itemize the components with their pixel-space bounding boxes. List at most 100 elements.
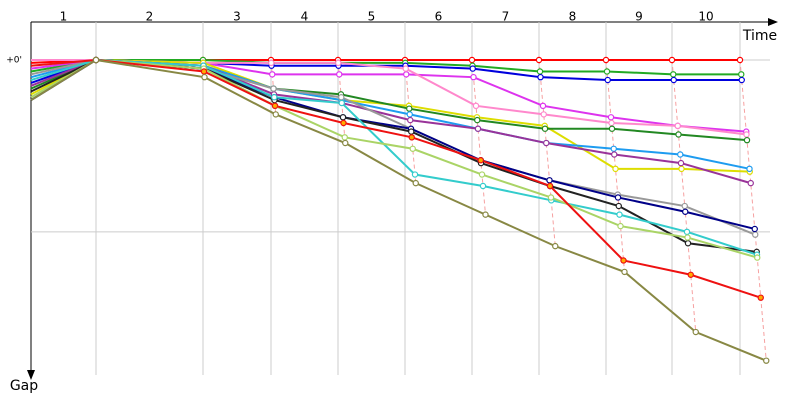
point (604, 76, 611, 84)
point (341, 134, 348, 141)
point (552, 242, 559, 250)
point (535, 56, 543, 64)
point (408, 128, 415, 135)
point (536, 68, 544, 75)
lap-dash (739, 59, 767, 361)
point (537, 73, 544, 81)
point (757, 294, 764, 301)
y-axis-label: Gap (10, 378, 38, 394)
point (543, 139, 550, 147)
point (477, 157, 484, 164)
point (546, 177, 553, 184)
point (338, 99, 345, 107)
series-line (31, 59, 747, 136)
point (406, 111, 413, 118)
series-line (30, 58, 747, 133)
series-line (30, 58, 758, 256)
x-tick-label: 2 (146, 10, 154, 24)
point (615, 202, 622, 210)
x-tick-label: 1 (60, 10, 68, 24)
point (743, 131, 750, 138)
point (408, 134, 415, 141)
x-axis-arrow (768, 18, 778, 26)
point (539, 102, 547, 110)
point (335, 59, 342, 67)
point (200, 68, 208, 75)
point (470, 73, 477, 81)
point (754, 254, 761, 261)
lap-dash (538, 59, 556, 247)
point (474, 125, 482, 132)
point (402, 65, 409, 72)
point (474, 116, 481, 124)
point (269, 71, 276, 78)
point (677, 151, 684, 158)
point (670, 76, 677, 84)
point (617, 222, 624, 230)
point (409, 145, 416, 152)
point (411, 171, 419, 178)
point (670, 71, 677, 78)
point (336, 71, 343, 78)
point (692, 328, 699, 336)
point (743, 136, 751, 144)
point (614, 194, 622, 201)
point (92, 56, 100, 64)
point (678, 165, 685, 173)
y-axis-arrow (27, 370, 35, 380)
point (747, 179, 754, 187)
x-tick-label: 7 (502, 10, 510, 24)
x-tick-label: 5 (368, 10, 376, 24)
point (608, 119, 615, 127)
point (751, 225, 758, 233)
point (675, 131, 682, 138)
point (468, 56, 476, 64)
point (479, 182, 487, 190)
point (687, 271, 694, 278)
point (546, 182, 554, 190)
point (340, 119, 347, 127)
point (407, 116, 414, 124)
point (681, 202, 688, 210)
x-tick-label: 10 (698, 10, 713, 24)
point (736, 56, 744, 64)
x-tick-label: 9 (635, 10, 643, 24)
point (482, 211, 489, 218)
x-tick-label: 3 (233, 10, 241, 24)
point (611, 151, 618, 158)
point (339, 114, 347, 121)
point (338, 94, 345, 101)
point (738, 71, 745, 78)
point (682, 208, 689, 215)
point (271, 94, 278, 101)
point (684, 234, 691, 241)
point (607, 114, 615, 121)
x-tick-label: 8 (569, 10, 577, 24)
plot (30, 56, 770, 364)
x-axis-label: Time (742, 28, 777, 44)
point (412, 179, 419, 187)
point (469, 65, 476, 72)
point (616, 211, 623, 218)
point (540, 111, 547, 118)
point (608, 125, 616, 132)
point (620, 257, 627, 264)
point (684, 240, 692, 247)
series-line (30, 58, 756, 236)
point (683, 228, 691, 236)
point (472, 102, 480, 110)
point (403, 71, 410, 78)
x-tick-label: 4 (301, 10, 309, 24)
point (602, 56, 610, 64)
point (268, 59, 275, 67)
point (541, 125, 549, 132)
point (201, 73, 208, 81)
point (677, 159, 685, 167)
series-line (30, 58, 762, 299)
point (270, 85, 277, 92)
point (547, 194, 555, 201)
series-line (30, 58, 757, 253)
x-tick-label: 6 (435, 10, 443, 24)
point (478, 171, 486, 178)
